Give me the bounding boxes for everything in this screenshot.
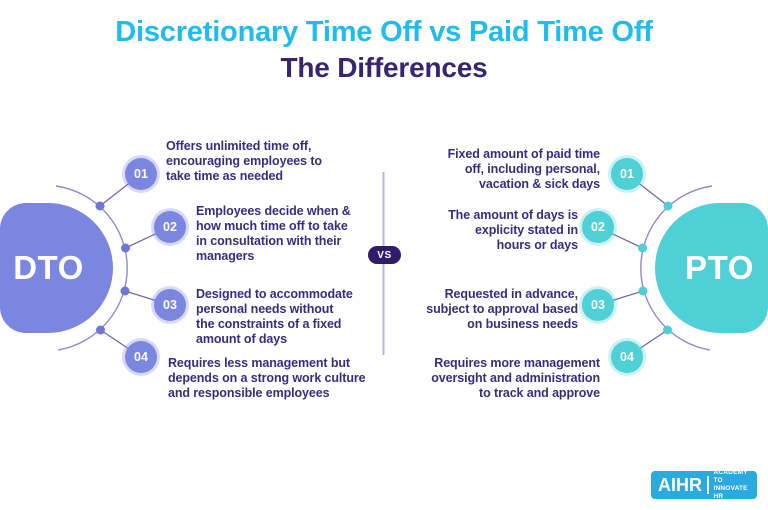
page-title: Discretionary Time Off vs Paid Time Off … bbox=[0, 16, 768, 84]
pto-item-2-text: The amount of days is explicity stated i… bbox=[448, 208, 578, 252]
left-node-dots bbox=[95, 201, 130, 335]
title-line-1: Discretionary Time Off vs Paid Time Off bbox=[115, 16, 653, 48]
pto-item-4-text: Requires more management oversight and a… bbox=[431, 356, 600, 400]
vs-badge: VS bbox=[368, 246, 401, 264]
pto-item-2-number: 02 bbox=[582, 211, 614, 243]
dto-item-4-number: 04 bbox=[125, 341, 157, 373]
logo-brand-text: AIHR bbox=[658, 475, 702, 495]
right-arc bbox=[640, 185, 713, 351]
pto-pill: PTO bbox=[655, 203, 768, 333]
dto-item-4-text: Requires less management but depends on … bbox=[168, 356, 366, 400]
dto-item-2-text: Employees decide when & how much time of… bbox=[196, 204, 351, 263]
vs-label: VS bbox=[377, 249, 392, 261]
dto-item-2-number: 02 bbox=[154, 211, 186, 243]
dto-item-1-text: Offers unlimited time off, encouraging e… bbox=[166, 139, 322, 183]
dto-item-1-number: 01 bbox=[125, 158, 157, 190]
aihr-logo: AIHR ACADEMY TO INNOVATE HR bbox=[651, 469, 757, 501]
pto-item-3-number: 03 bbox=[582, 289, 614, 321]
pto-item-4-number: 04 bbox=[611, 341, 643, 373]
pto-item-3-text: Requested in advance, subject to approva… bbox=[426, 287, 578, 331]
title-line-2: The Differences bbox=[280, 52, 488, 83]
pto-item-1-number: 01 bbox=[611, 158, 643, 190]
right-node-dots bbox=[638, 201, 673, 335]
pto-label: PTO bbox=[685, 249, 754, 286]
logo-tagline-line-2: INNOVATE HR bbox=[713, 485, 748, 500]
dto-pill: DTO bbox=[0, 203, 113, 333]
dto-item-3-number: 03 bbox=[154, 289, 186, 321]
dto-item-3-text: Designed to accommodate personal needs w… bbox=[196, 287, 353, 346]
dto-label: DTO bbox=[13, 249, 84, 286]
pto-item-1-text: Fixed amount of paid time off, including… bbox=[447, 147, 600, 191]
logo-tagline-line-1: ACADEMY TO bbox=[713, 469, 748, 484]
logo-tagline: ACADEMY TO INNOVATE HR bbox=[714, 469, 751, 501]
left-arc bbox=[55, 185, 128, 351]
logo-divider bbox=[707, 476, 709, 494]
